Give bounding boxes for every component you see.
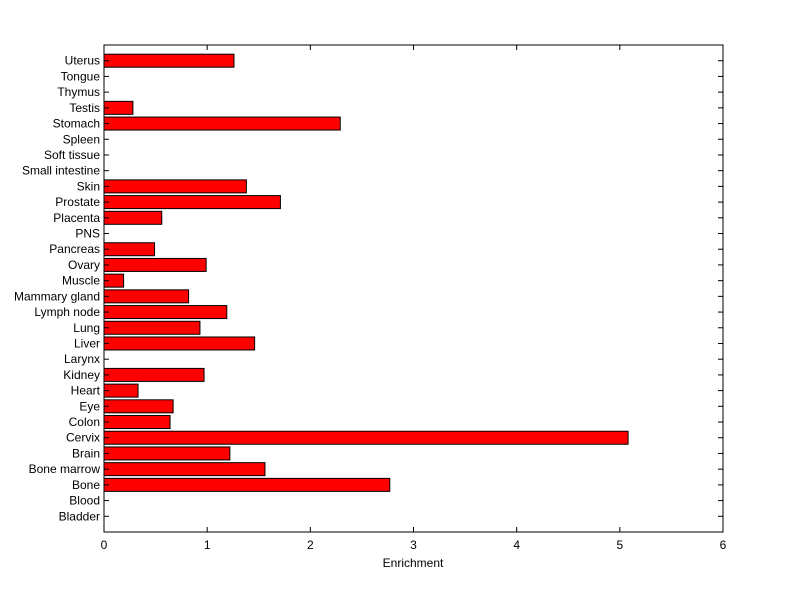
x-tick-label-2: 2 — [307, 538, 314, 552]
y-tick-label-stomach: Stomach — [53, 117, 100, 131]
y-tick-label-soft-tissue: Soft tissue — [44, 148, 100, 162]
plot-frame — [103, 44, 724, 533]
y-tick-label-ovary: Ovary — [68, 258, 100, 272]
bar-cervix — [103, 430, 629, 445]
bar-stomach — [103, 116, 341, 131]
y-tick-label-bone-marrow: Bone marrow — [29, 462, 101, 476]
y-tick-label-brain: Brain — [72, 446, 100, 460]
y-tick-label-kidney: Kidney — [63, 368, 100, 382]
bar-eye — [103, 399, 174, 414]
y-tick-label-tongue: Tongue — [61, 69, 101, 83]
y-tick-label-heart: Heart — [71, 384, 101, 398]
y-tick-label-blood: Blood — [69, 494, 100, 508]
bar-ovary — [103, 257, 207, 272]
y-tick-label-skin: Skin — [77, 179, 100, 193]
x-axis-label: Enrichment — [383, 556, 444, 570]
y-tick-label-colon: Colon — [69, 415, 100, 429]
y-tick-label-eye: Eye — [79, 399, 100, 413]
x-tick-label-0: 0 — [101, 538, 108, 552]
bar-prostate — [103, 195, 281, 210]
bar-kidney — [103, 367, 205, 382]
bar-pancreas — [103, 242, 156, 257]
y-tick-label-uterus: Uterus — [65, 54, 100, 68]
y-tick-label-thymus: Thymus — [57, 85, 100, 99]
bar-placenta — [103, 210, 163, 225]
bar-skin — [103, 179, 247, 194]
y-tick-label-lymph-node: Lymph node — [34, 305, 100, 319]
y-tick-label-small-intestine: Small intestine — [22, 164, 100, 178]
x-tick-label-4: 4 — [513, 538, 520, 552]
y-tick-label-bone: Bone — [72, 478, 100, 492]
y-tick-label-placenta: Placenta — [53, 211, 100, 225]
bar-liver — [103, 336, 256, 351]
x-tick-label-3: 3 — [410, 538, 417, 552]
y-tick-label-testis: Testis — [69, 101, 100, 115]
bar-brain — [103, 446, 231, 461]
y-tick-label-spleen: Spleen — [63, 132, 100, 146]
bar-heart — [103, 383, 139, 398]
bar-lymph-node — [103, 305, 228, 320]
x-tick-label-1: 1 — [204, 538, 211, 552]
bar-bone-marrow — [103, 462, 266, 477]
y-tick-label-lung: Lung — [73, 321, 100, 335]
y-tick-label-prostate: Prostate — [55, 195, 100, 209]
y-tick-label-bladder: Bladder — [59, 509, 100, 523]
x-tick-label-5: 5 — [616, 538, 623, 552]
bar-bone — [103, 477, 391, 492]
y-tick-label-larynx: Larynx — [64, 352, 100, 366]
y-tick-label-pancreas: Pancreas — [49, 242, 100, 256]
bar-mammary-gland — [103, 289, 190, 304]
y-tick-label-cervix: Cervix — [66, 431, 100, 445]
bar-uterus — [103, 53, 235, 68]
y-tick-label-mammary-gland: Mammary gland — [14, 289, 100, 303]
y-tick-label-muscle: Muscle — [62, 274, 100, 288]
bar-lung — [103, 320, 201, 335]
bar-colon — [103, 415, 171, 430]
x-tick-label-6: 6 — [720, 538, 727, 552]
y-tick-label-pns: PNS — [75, 227, 100, 241]
y-tick-label-liver: Liver — [74, 336, 100, 350]
